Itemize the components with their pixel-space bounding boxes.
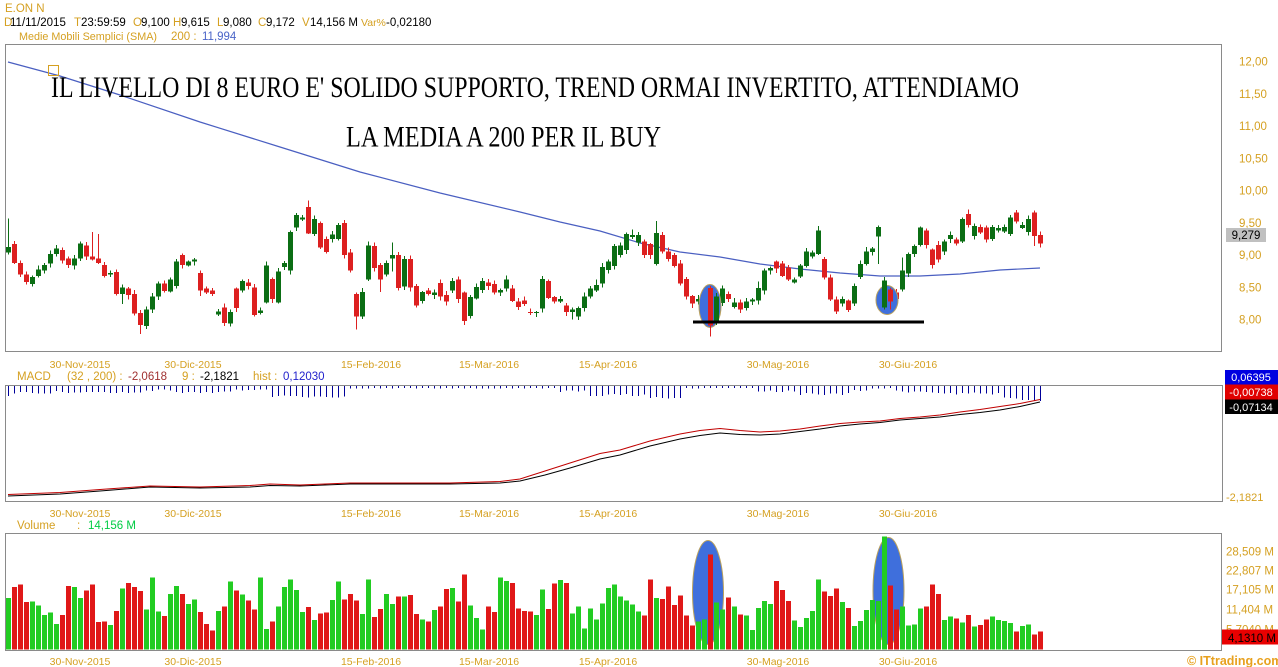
svg-text:15-Mar-2016: 15-Mar-2016	[459, 359, 519, 371]
svg-text:L: L	[217, 17, 224, 29]
svg-text:200 :: 200 :	[171, 31, 197, 43]
svg-text:9,50: 9,50	[1239, 218, 1261, 230]
svg-text:9,279: 9,279	[1232, 230, 1261, 242]
svg-text:C: C	[258, 17, 266, 29]
svg-text:11,994: 11,994	[202, 31, 237, 43]
svg-text:-0,07134: -0,07134	[1229, 402, 1272, 414]
svg-text:30-Mag-2016: 30-Mag-2016	[747, 508, 810, 520]
svg-text:14,156 M: 14,156 M	[88, 520, 136, 532]
svg-text:30-Dic-2015: 30-Dic-2015	[164, 656, 221, 667]
svg-text:-0,02180: -0,02180	[386, 17, 431, 29]
svg-text:11/11/2015: 11/11/2015	[10, 17, 66, 29]
svg-text:30-Giu-2016: 30-Giu-2016	[879, 359, 938, 371]
svg-text:15-Apr-2016: 15-Apr-2016	[579, 359, 638, 371]
svg-text:15-Mar-2016: 15-Mar-2016	[459, 656, 519, 667]
svg-text:9,00: 9,00	[1239, 250, 1261, 262]
svg-text:9,172: 9,172	[266, 17, 295, 29]
svg-text::: :	[77, 520, 80, 532]
svg-text:V: V	[302, 17, 310, 29]
svg-text:T: T	[74, 17, 81, 29]
svg-text:9 :: 9 :	[182, 371, 195, 383]
svg-text:9,100: 9,100	[141, 17, 170, 29]
svg-text:10,50: 10,50	[1239, 153, 1268, 165]
svg-text:© ITtrading.com: © ITtrading.com	[1187, 654, 1278, 667]
svg-text:17,105 M: 17,105 M	[1226, 585, 1274, 597]
svg-text:15-Apr-2016: 15-Apr-2016	[579, 508, 638, 520]
svg-text:15-Mar-2016: 15-Mar-2016	[459, 508, 519, 520]
svg-text:H: H	[173, 17, 181, 29]
svg-text:-2,1821: -2,1821	[200, 371, 239, 383]
svg-text:23:59:59: 23:59:59	[81, 17, 126, 29]
svg-text:8,50: 8,50	[1239, 282, 1261, 294]
svg-text:10,00: 10,00	[1239, 186, 1268, 198]
svg-text:11,404 M: 11,404 M	[1226, 605, 1273, 617]
svg-text:11,00: 11,00	[1239, 121, 1267, 133]
svg-text:E.ON N: E.ON N	[5, 3, 45, 15]
svg-text:15-Feb-2016: 15-Feb-2016	[341, 656, 401, 667]
svg-text:Var%: Var%	[361, 17, 386, 29]
svg-text:4,1310 M: 4,1310 M	[1228, 633, 1276, 645]
svg-text:IL LIVELLO DI 8 EURO E' SOLIDO: IL LIVELLO DI 8 EURO E' SOLIDO SUPPORTO,…	[51, 71, 1019, 104]
svg-text:15-Feb-2016: 15-Feb-2016	[341, 508, 401, 520]
svg-text:30-Mag-2016: 30-Mag-2016	[747, 656, 810, 667]
svg-text:14,156 M: 14,156 M	[310, 17, 358, 29]
svg-text:0,12030: 0,12030	[283, 371, 325, 383]
svg-text:O: O	[133, 17, 142, 29]
svg-text:30-Dic-2015: 30-Dic-2015	[164, 359, 221, 371]
svg-text:(32 , 200) :: (32 , 200) :	[67, 371, 123, 383]
svg-text:28,509 M: 28,509 M	[1226, 547, 1274, 559]
svg-text:Volume: Volume	[17, 520, 55, 532]
svg-text:30-Mag-2016: 30-Mag-2016	[747, 359, 810, 371]
svg-text:LA MEDIA A 200 PER IL BUY: LA MEDIA A 200 PER IL BUY	[346, 121, 661, 154]
svg-text:Medie Mobili Semplici (SMA): Medie Mobili Semplici (SMA)	[19, 31, 157, 43]
svg-text:-0,00738: -0,00738	[1229, 387, 1272, 399]
svg-text:22,807 M: 22,807 M	[1226, 566, 1274, 578]
svg-text:30-Nov-2015: 30-Nov-2015	[50, 656, 111, 667]
svg-text:hist :: hist :	[253, 371, 277, 383]
svg-text:9,615: 9,615	[181, 17, 210, 29]
svg-text:D: D	[4, 17, 12, 29]
svg-text:30-Nov-2015: 30-Nov-2015	[50, 508, 111, 520]
svg-text:30-Giu-2016: 30-Giu-2016	[879, 508, 938, 520]
svg-text:15-Feb-2016: 15-Feb-2016	[341, 359, 401, 371]
svg-text:30-Dic-2015: 30-Dic-2015	[164, 508, 221, 520]
svg-text:-2,0618: -2,0618	[128, 371, 167, 383]
svg-text:-2,1821: -2,1821	[1226, 492, 1263, 504]
svg-text:30-Giu-2016: 30-Giu-2016	[879, 656, 938, 667]
svg-text:9,080: 9,080	[223, 17, 252, 29]
svg-text:MACD: MACD	[17, 371, 51, 383]
svg-text:0,06395: 0,06395	[1231, 372, 1271, 384]
svg-text:8,00: 8,00	[1239, 315, 1261, 327]
svg-text:15-Apr-2016: 15-Apr-2016	[579, 656, 638, 667]
svg-text:11,50: 11,50	[1239, 89, 1267, 101]
svg-text:30-Nov-2015: 30-Nov-2015	[50, 359, 111, 371]
svg-text:12,00: 12,00	[1239, 57, 1268, 69]
